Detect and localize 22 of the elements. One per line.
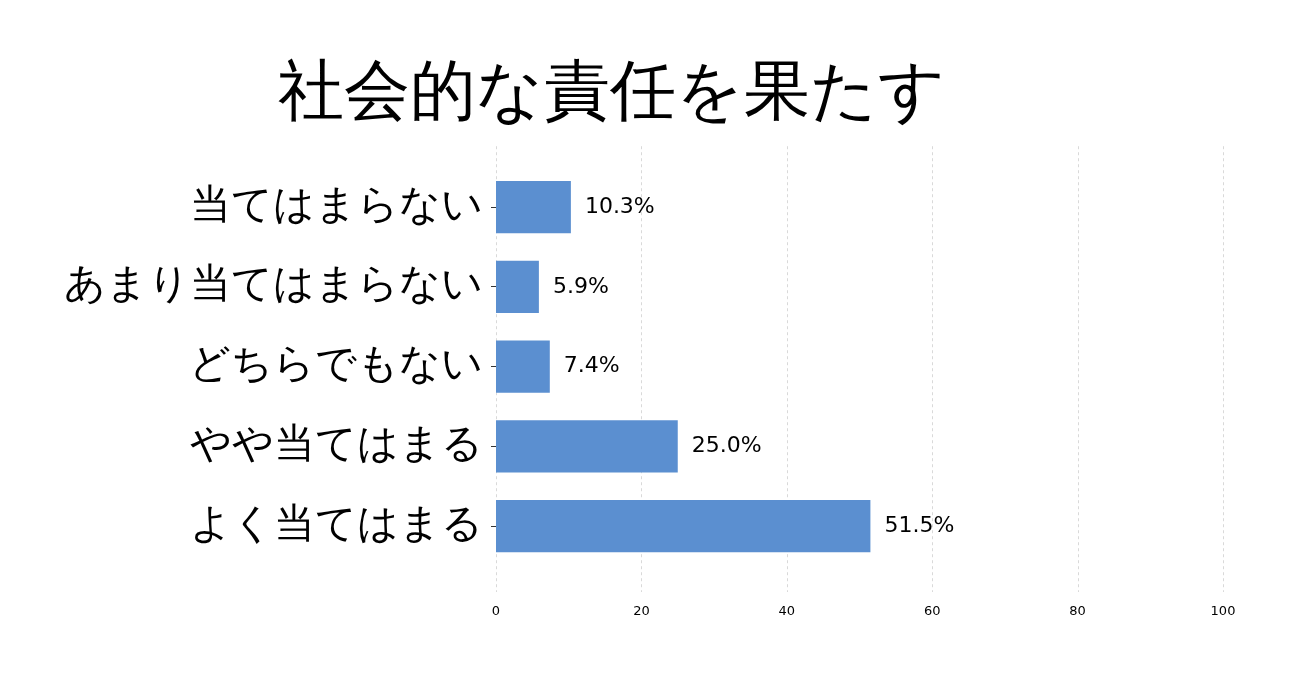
data-label: 5.9% bbox=[552, 272, 609, 298]
chart-title: 社会的な責任を果たす bbox=[277, 51, 946, 129]
x-tick-label: 40 bbox=[778, 603, 796, 619]
data-label: 10.3% bbox=[584, 192, 655, 218]
x-tick-label: 60 bbox=[923, 603, 941, 619]
y-tick-label: よく当てはまる bbox=[190, 498, 483, 547]
data-label: 51.5% bbox=[884, 511, 955, 537]
x-tick-label: 0 bbox=[491, 603, 501, 619]
x-tick-label: 100 bbox=[1210, 603, 1236, 619]
bar bbox=[496, 260, 539, 313]
bar bbox=[496, 500, 871, 553]
y-tick-label: やや当てはまる bbox=[190, 419, 483, 468]
data-label: 25.0% bbox=[691, 432, 762, 458]
bar bbox=[496, 340, 550, 393]
bar bbox=[496, 180, 571, 234]
bar bbox=[496, 420, 678, 473]
x-tick-label: 20 bbox=[633, 603, 650, 619]
y-tick-label: 当てはまらない bbox=[190, 179, 483, 228]
x-tick-label: 80 bbox=[1069, 603, 1086, 619]
data-label: 7.4% bbox=[563, 352, 620, 378]
y-tick-label: あまり当てはまらない bbox=[64, 259, 483, 308]
y-tick-label: どちらでもない bbox=[189, 339, 483, 388]
